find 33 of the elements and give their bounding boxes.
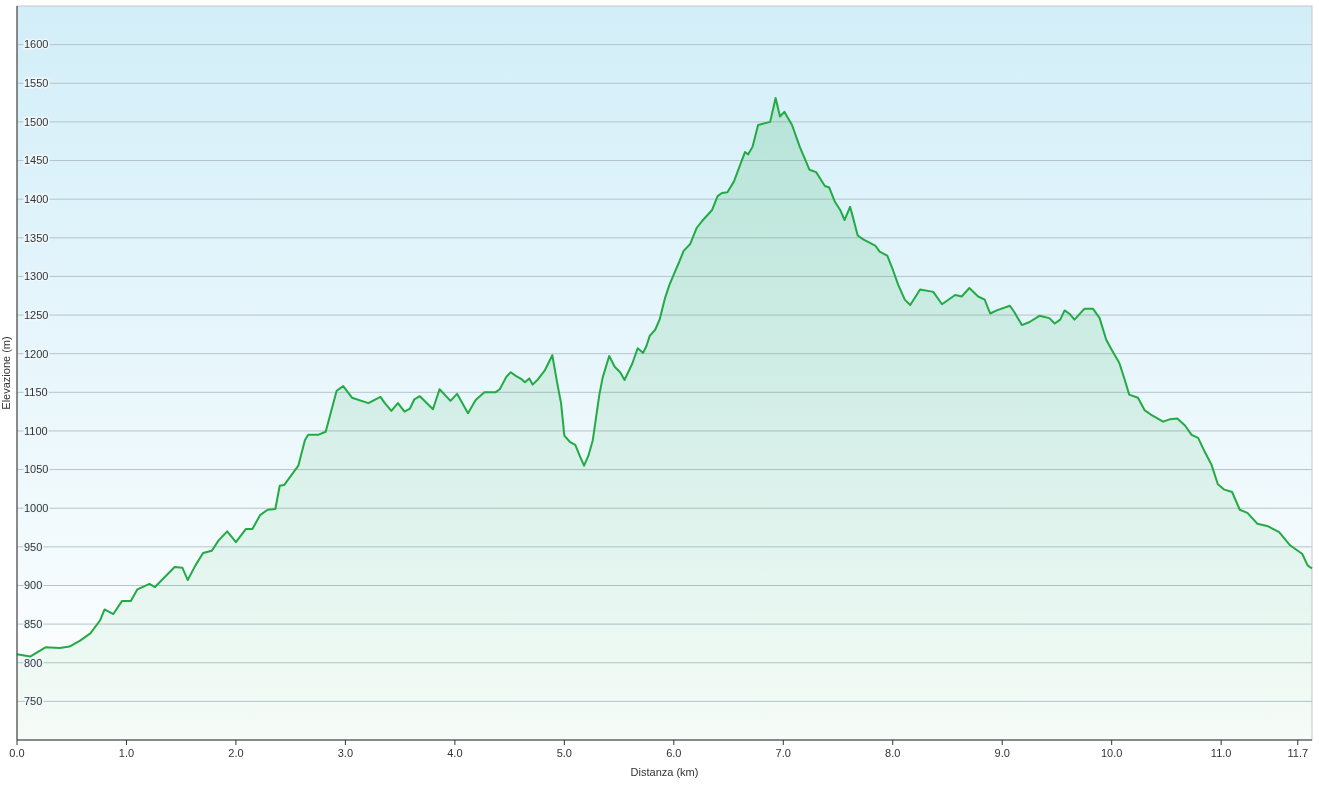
y-tick-label: 750 [24,695,43,708]
y-tick-label: 1450 [24,154,49,167]
x-tick-label: 5.0 [556,747,572,759]
y-tick-label: 1400 [24,193,49,206]
x-tick-label: 4.0 [447,747,463,759]
x-axis-title: Distanza (km) [630,766,699,778]
x-tick-label: 3.0 [337,747,354,759]
y-tick-label: 1500 [24,115,49,128]
x-tick-label: 1.0 [118,747,135,759]
y-tick-label: 1200 [24,347,49,360]
y-tick-label: 800 [24,656,43,669]
x-tick-label: 8.0 [885,747,901,759]
y-tick-label: 1600 [24,38,49,51]
x-tick-label: 10.0 [1100,747,1123,759]
y-tick-label: 1550 [24,77,49,90]
y-tick-label: 1300 [24,270,49,283]
y-tick-label: 900 [24,579,43,592]
y-tick-label: 1000 [24,502,49,515]
y-tick-label: 1100 [24,424,48,437]
x-tick-label: 9.0 [994,747,1010,759]
y-axis-title: Elevazione (m) [0,336,12,410]
x-tick-label: 11.0 [1210,747,1232,759]
x-tick-label: 0.0 [9,747,25,759]
x-tick-label: 7.0 [775,747,791,759]
x-tick-label: 6.0 [666,747,682,759]
x-tick-label: 11.7 [1287,747,1309,759]
y-tick-label: 1350 [24,231,49,244]
y-tick-label: 850 [24,617,43,630]
y-tick-label: 1050 [24,463,49,476]
y-tick-label: 1150 [24,386,48,399]
y-tick-label: 950 [24,540,43,553]
y-tick-label: 1250 [24,308,49,321]
x-tick-label: 2.0 [228,747,244,759]
